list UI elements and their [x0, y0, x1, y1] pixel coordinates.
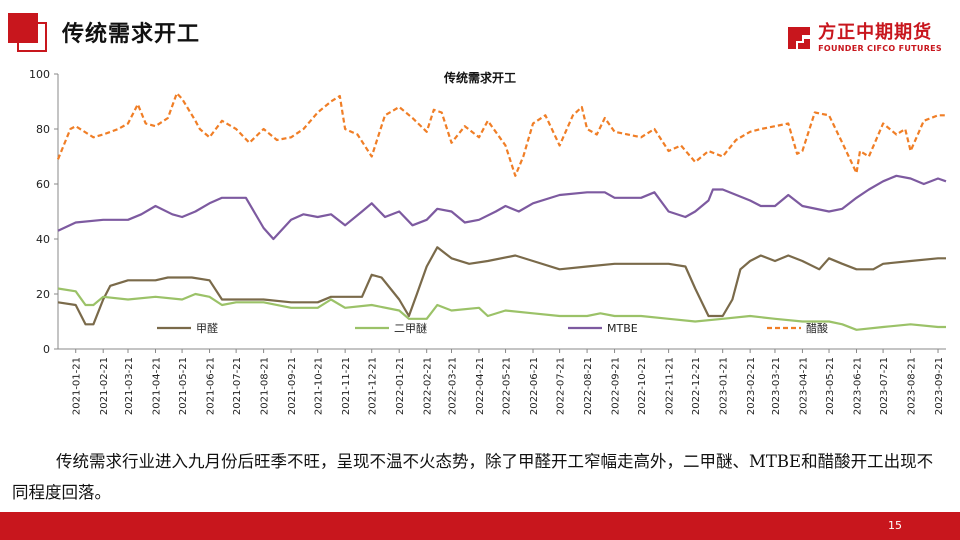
series-line — [57, 174, 947, 241]
series-line — [56, 92, 946, 177]
chart-title: 传统需求开工 — [443, 70, 516, 85]
x-tick-label: 2023-09-21 — [934, 357, 945, 415]
x-tick-label: 2022-11-21 — [665, 357, 676, 415]
x-tick-label: 2022-08-21 — [583, 357, 594, 415]
commentary-paragraph: 传统需求行业进入九月份后旺季不旺，呈现不温不火态势，除了甲醛开工窄幅走高外，二甲… — [12, 452, 934, 502]
x-tick-label: 2023-07-21 — [879, 357, 890, 415]
x-tick-label: 2021-06-21 — [206, 357, 217, 415]
y-tick-label: 0 — [43, 343, 50, 356]
x-tick-label: 2023-05-21 — [825, 357, 836, 415]
founder-logo-icon — [786, 25, 812, 51]
x-tick-label: 2021-12-21 — [368, 357, 379, 415]
x-tick-label: 2022-10-21 — [637, 357, 648, 415]
y-tick-label: 40 — [36, 233, 50, 246]
x-tick-label: 2022-12-21 — [691, 357, 702, 415]
x-tick-label: 2021-02-21 — [99, 357, 110, 415]
legend-label: 甲醛 — [196, 321, 218, 335]
logo-name-en: FOUNDER CIFCO FUTURES — [818, 43, 942, 53]
legend-label: 二甲醚 — [394, 321, 427, 335]
x-tick-label: 2021-08-21 — [260, 357, 271, 415]
legend-label: MTBE — [607, 322, 638, 335]
x-tick-label: 2022-02-21 — [423, 357, 434, 415]
x-tick-label: 2023-01-21 — [719, 357, 730, 415]
x-tick-label: 2021-05-21 — [178, 357, 189, 415]
x-tick-label: 2023-03-21 — [771, 357, 782, 415]
x-tick-label: 2022-06-21 — [529, 357, 540, 415]
x-tick-label: 2021-04-21 — [151, 357, 162, 415]
x-tick-label: 2023-02-21 — [746, 357, 757, 415]
x-tick-label: 2021-11-21 — [341, 357, 352, 415]
footer-bar: 15 — [0, 512, 960, 540]
x-tick-label: 2022-01-21 — [395, 357, 406, 415]
legend-label: 醋酸 — [806, 321, 828, 335]
y-tick-label: 60 — [36, 178, 50, 191]
x-tick-label: 2022-05-21 — [502, 357, 513, 415]
x-tick-label: 2021-07-21 — [232, 357, 243, 415]
y-tick-label: 80 — [36, 123, 50, 136]
series-line — [57, 287, 946, 331]
company-logo: 方正中期期货 FOUNDER CIFCO FUTURES — [786, 20, 942, 56]
slide-title: 传统需求开工 — [62, 22, 201, 47]
slide-title-icon — [8, 13, 47, 52]
x-tick-label: 2021-09-21 — [287, 357, 298, 415]
x-tick-label: 2022-07-21 — [556, 357, 567, 415]
x-tick-label: 2021-03-21 — [124, 357, 135, 415]
y-tick-label: 100 — [29, 68, 50, 81]
y-tick-label: 20 — [36, 288, 50, 301]
logo-name-cn: 方正中期期货 — [818, 21, 933, 43]
x-tick-label: 2021-10-21 — [314, 357, 325, 415]
x-tick-label: 2022-09-21 — [611, 357, 622, 415]
x-tick-label: 2022-04-21 — [475, 357, 486, 415]
line-chart: 传统需求开工 0 20 40 60 80 100 2021-01-21 2021-02-21 2… — [29, 68, 947, 415]
x-tick-label: 2023-06-21 — [852, 357, 863, 415]
x-tick-label: 2023-08-21 — [907, 357, 918, 415]
page-number: 15 — [888, 519, 902, 532]
x-tick-label: 2023-04-21 — [798, 357, 809, 415]
x-tick-label: 2021-01-21 — [72, 357, 83, 415]
series-line — [57, 246, 946, 326]
x-tick-label: 2022-03-21 — [447, 357, 458, 415]
